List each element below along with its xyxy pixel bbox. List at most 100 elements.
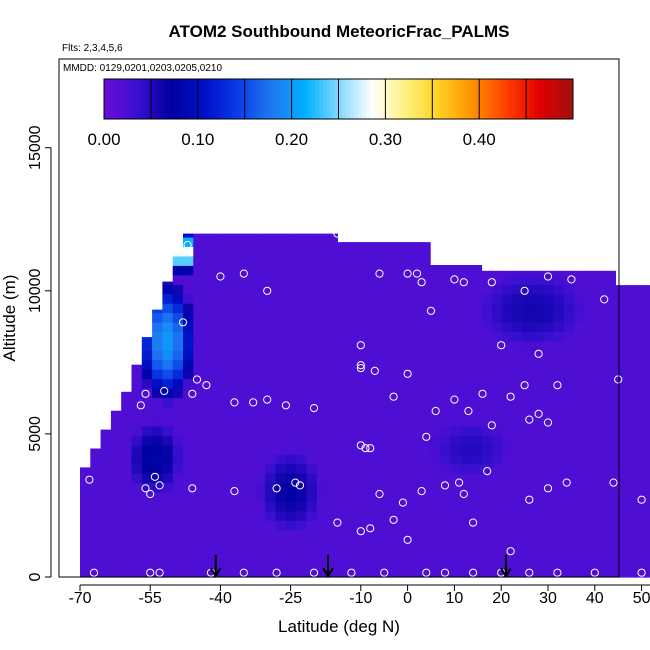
heatmap-cell — [275, 322, 287, 332]
heatmap-cell — [512, 435, 524, 446]
heatmap-cell — [337, 435, 349, 446]
heatmap-cell — [255, 237, 266, 247]
heatmap-cell — [543, 293, 555, 304]
colorbar-segment — [412, 79, 418, 119]
heatmap-cell — [533, 510, 544, 521]
heatmap-cell — [409, 416, 421, 427]
heatmap-cell — [368, 331, 380, 342]
heatmap-cell — [636, 548, 647, 559]
heatmap-cell — [646, 303, 650, 314]
heatmap-cell — [131, 454, 143, 465]
heatmap-cell — [172, 416, 184, 427]
heatmap-cell — [512, 539, 524, 550]
heatmap-cell — [327, 435, 338, 446]
heatmap-cell — [440, 274, 452, 285]
colorbar-segment — [440, 79, 445, 119]
heatmap-cell — [265, 331, 277, 342]
heatmap-cell — [234, 322, 246, 332]
heatmap-cell — [347, 274, 359, 285]
heatmap-cell — [461, 397, 472, 408]
heatmap-cell — [491, 548, 503, 559]
heatmap-cell — [337, 312, 349, 323]
heatmap-cell — [152, 350, 163, 361]
heatmap-cell — [296, 255, 308, 266]
heatmap-cell — [337, 529, 349, 540]
colorbar-segment — [565, 79, 570, 119]
heatmap-cell — [450, 369, 462, 380]
heatmap-cell — [502, 501, 513, 512]
heatmap-cell — [419, 322, 431, 332]
heatmap-cell — [615, 350, 627, 361]
heatmap-cell — [481, 270, 493, 276]
heatmap-cell — [141, 444, 153, 455]
heatmap-cell — [646, 425, 650, 436]
heatmap-cell — [440, 482, 452, 493]
sample-point — [553, 568, 562, 577]
heatmap-cell — [563, 303, 575, 314]
heatmap-cell — [347, 482, 359, 493]
heatmap-cell — [471, 520, 483, 531]
heatmap-cell — [80, 548, 91, 559]
heatmap-cell — [316, 492, 328, 502]
colorbar — [103, 78, 574, 120]
heatmap-cell — [244, 322, 256, 332]
colorbar-segment — [487, 79, 492, 119]
heatmap-cell — [316, 350, 328, 361]
colorbar-tick-label: 0.20 — [275, 130, 308, 149]
heatmap-cell — [481, 303, 493, 314]
heatmap-cell — [358, 340, 369, 351]
heatmap-cell — [594, 444, 606, 455]
heatmap-cell — [224, 350, 235, 361]
heatmap-cell — [368, 350, 380, 361]
heatmap-cell — [584, 539, 596, 550]
heatmap-cell — [419, 444, 431, 455]
heatmap-cell — [327, 397, 338, 408]
heatmap-cell — [100, 429, 112, 436]
heatmap-cell — [512, 454, 524, 465]
heatmap-cell — [491, 539, 503, 550]
heatmap-cell — [605, 501, 616, 512]
heatmap-cell — [399, 359, 411, 370]
heatmap-cell — [152, 463, 163, 474]
heatmap-cell — [110, 454, 122, 465]
heatmap-cell — [285, 463, 297, 474]
heatmap-cell — [162, 359, 174, 370]
heatmap-cell — [388, 435, 400, 446]
sample-point — [150, 472, 159, 481]
heatmap-cell — [461, 463, 472, 474]
heatmap-cell — [574, 492, 586, 502]
heatmap-cell — [203, 397, 215, 408]
sample-point — [543, 484, 553, 493]
heatmap-cell — [275, 369, 287, 380]
heatmap-cell — [584, 378, 596, 389]
heatmap-cell — [461, 331, 472, 342]
colorbar-segment — [311, 79, 316, 119]
heatmap-cell — [203, 378, 215, 389]
heatmap-cell — [255, 510, 266, 521]
heatmap-cell — [399, 425, 411, 436]
heatmap-cell — [193, 529, 205, 540]
heatmap-cell — [172, 293, 184, 304]
heatmap-cell — [409, 529, 421, 540]
heatmap-cell — [481, 293, 493, 304]
heatmap-cell — [203, 492, 215, 502]
colorbar-segment — [260, 79, 265, 119]
heatmap-cell — [409, 407, 421, 417]
heatmap-cell — [285, 558, 297, 569]
heatmap-cell — [183, 331, 194, 342]
heatmap-cell — [152, 369, 163, 380]
heatmap-cell — [327, 246, 338, 257]
heatmap-cell — [162, 492, 174, 502]
heatmap-cell — [255, 539, 266, 550]
heatmap-cell — [193, 463, 205, 474]
heatmap-cell — [615, 407, 627, 417]
heatmap-cell — [491, 482, 503, 493]
heatmap-cell — [244, 388, 256, 399]
heatmap-cell — [543, 567, 555, 578]
heatmap-cell — [430, 359, 441, 370]
sample-point — [417, 487, 426, 496]
heatmap-cell — [203, 567, 215, 578]
heatmap-cell — [141, 567, 153, 578]
heatmap-cell — [347, 501, 359, 512]
